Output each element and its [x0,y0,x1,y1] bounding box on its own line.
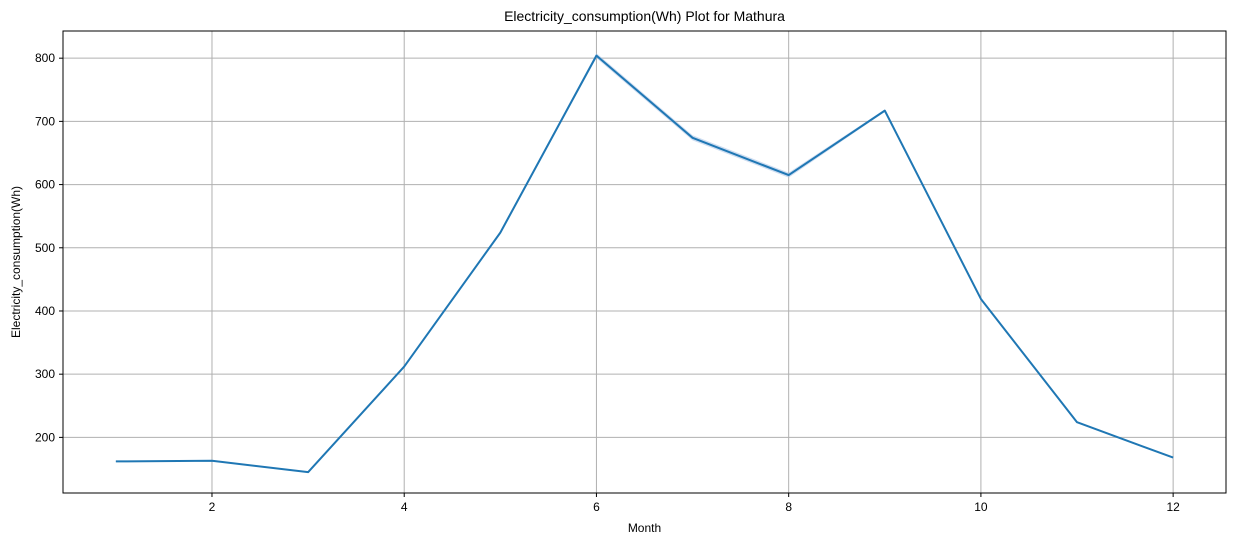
y-tick-label: 600 [35,178,55,192]
x-tick-label: 10 [974,500,988,514]
series-band [115,53,1174,473]
y-tick-label: 300 [35,367,55,381]
chart-title: Electricity_consumption(Wh) Plot for Mat… [504,8,785,24]
series-line-group [115,54,1174,474]
y-tick-label: 500 [35,241,55,255]
confidence-band [115,53,1174,473]
series-line [115,54,1174,474]
grid [63,31,1226,493]
x-axis-title: Month [628,521,661,535]
y-tick-label: 200 [35,430,55,444]
y-tick-label: 400 [35,304,55,318]
y-tick-label: 700 [35,114,55,128]
y-tick-label: 800 [35,51,55,65]
plot-frame [62,30,1227,494]
x-tick-label: 12 [1166,500,1180,514]
x-tick-label: 2 [209,500,216,514]
x-tick-label: 6 [593,500,600,514]
x-tick-label: 4 [401,500,408,514]
y-axis-title: Electricity_consumption(Wh) [9,186,23,338]
x-tick-label: 8 [785,500,792,514]
ticks: 2 4 6 8 10 12 200 300 400 500 600 700 800 [35,51,1180,514]
